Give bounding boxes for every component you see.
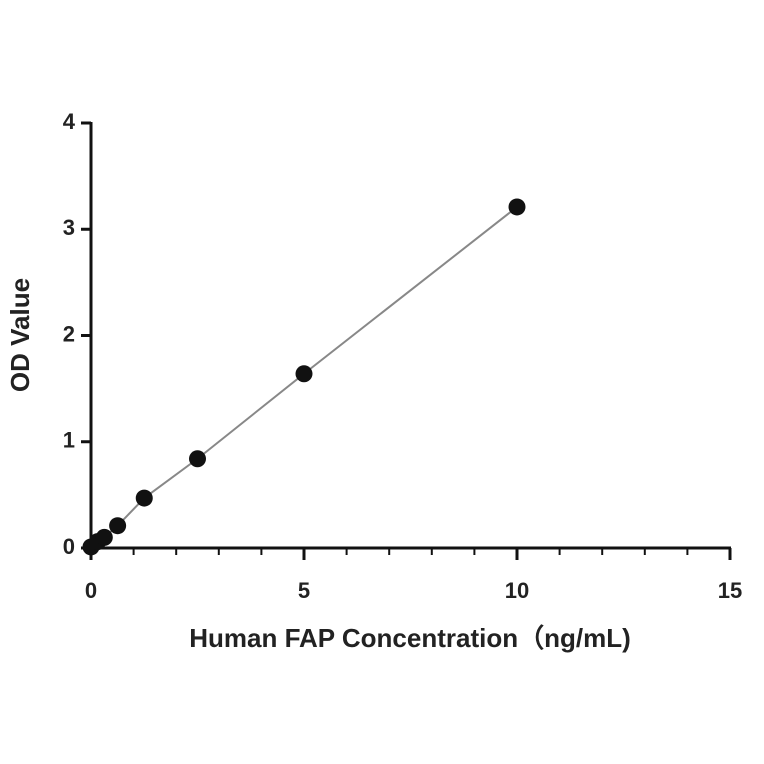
y-tick-label: 0 [63,534,75,559]
x-tick-label: 5 [298,578,310,603]
x-tick-label: 15 [718,578,742,603]
y-tick-label: 2 [63,321,75,346]
data-point [135,489,153,507]
y-tick-label: 4 [63,109,76,134]
x-tick-label: 0 [85,578,97,603]
data-point [95,528,113,546]
x-tick-label: 10 [505,578,529,603]
data-point [189,450,206,468]
y-tick-label: 3 [63,215,75,240]
data-point [109,517,127,535]
y-tick-label: 1 [63,428,75,453]
data-point [508,198,526,216]
data-point [295,365,313,383]
y-axis-label: OD Value [5,278,35,392]
x-axis-label: Human FAP Concentration（ng/mL) [189,623,631,653]
